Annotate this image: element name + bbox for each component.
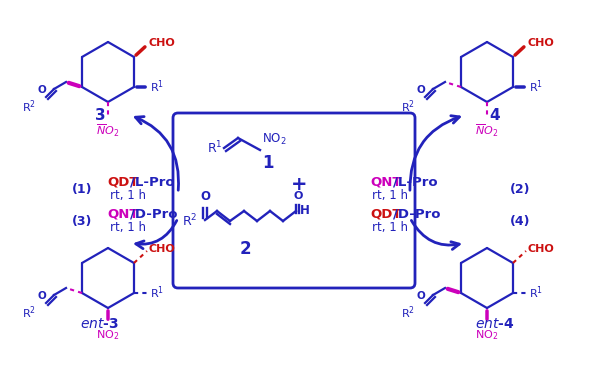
Text: /D-Pro: /D-Pro <box>130 207 178 220</box>
Text: rt, 1 h: rt, 1 h <box>110 220 146 234</box>
Text: +: + <box>291 176 307 195</box>
Text: QNT: QNT <box>107 207 139 220</box>
Text: $\mathrm{R^2}$: $\mathrm{R^2}$ <box>401 99 415 115</box>
Text: O: O <box>416 85 425 95</box>
Text: $\mathrm{R^1}$: $\mathrm{R^1}$ <box>150 285 164 301</box>
Text: O: O <box>416 291 425 301</box>
Text: $\mathrm{R^1}$: $\mathrm{R^1}$ <box>529 285 543 301</box>
Text: 3: 3 <box>95 108 106 123</box>
Text: $\overline{N}O_2$: $\overline{N}O_2$ <box>475 122 499 139</box>
Text: QDT: QDT <box>370 207 401 220</box>
Text: rt, 1 h: rt, 1 h <box>372 220 408 234</box>
Text: (4): (4) <box>510 215 530 228</box>
Text: O: O <box>38 291 46 301</box>
Text: $\overline{N}O_2$: $\overline{N}O_2$ <box>97 122 119 139</box>
Text: CHO: CHO <box>149 244 176 254</box>
Text: $\mathrm{NO_2}$: $\mathrm{NO_2}$ <box>262 131 287 147</box>
Text: CHO: CHO <box>528 244 555 254</box>
Text: $\mathrm{R^2}$: $\mathrm{R^2}$ <box>401 305 415 321</box>
Text: $\mathit{ent}$-$\mathbf{3}$: $\mathit{ent}$-$\mathbf{3}$ <box>80 317 119 331</box>
Text: (3): (3) <box>71 215 92 228</box>
Text: rt, 1 h: rt, 1 h <box>372 188 408 201</box>
Text: 1: 1 <box>262 154 274 172</box>
Text: /D-Pro: /D-Pro <box>393 207 440 220</box>
Text: $\mathrm{R^2}$: $\mathrm{R^2}$ <box>22 99 36 115</box>
Text: rt, 1 h: rt, 1 h <box>110 188 146 201</box>
Text: $\mathrm{R^1}$: $\mathrm{R^1}$ <box>208 140 223 156</box>
Text: 4: 4 <box>490 108 500 123</box>
Text: O: O <box>200 190 210 203</box>
Text: $\mathrm{NO_2}$: $\mathrm{NO_2}$ <box>475 328 499 342</box>
Text: CHO: CHO <box>528 38 555 48</box>
Text: $\mathrm{R^1}$: $\mathrm{R^1}$ <box>529 79 543 95</box>
Text: O: O <box>293 191 302 201</box>
Text: $\mathit{ent}$-$\mathbf{4}$: $\mathit{ent}$-$\mathbf{4}$ <box>475 317 515 331</box>
Text: $\mathrm{R^2}$: $\mathrm{R^2}$ <box>22 305 36 321</box>
Text: 2: 2 <box>239 240 251 258</box>
Text: $\mathrm{R^2}$: $\mathrm{R^2}$ <box>182 213 197 229</box>
Text: QDT: QDT <box>107 176 139 188</box>
Text: QNT: QNT <box>370 176 401 188</box>
Text: $\mathrm{NO_2}$: $\mathrm{NO_2}$ <box>97 328 119 342</box>
Text: (1): (1) <box>71 184 92 196</box>
FancyBboxPatch shape <box>173 113 415 288</box>
Text: CHO: CHO <box>149 38 176 48</box>
Text: /L-Pro: /L-Pro <box>393 176 437 188</box>
Text: H: H <box>300 204 310 218</box>
Text: /L-Pro: /L-Pro <box>130 176 175 188</box>
Text: (2): (2) <box>510 184 530 196</box>
Text: O: O <box>38 85 46 95</box>
Text: $\mathrm{R^1}$: $\mathrm{R^1}$ <box>150 79 164 95</box>
